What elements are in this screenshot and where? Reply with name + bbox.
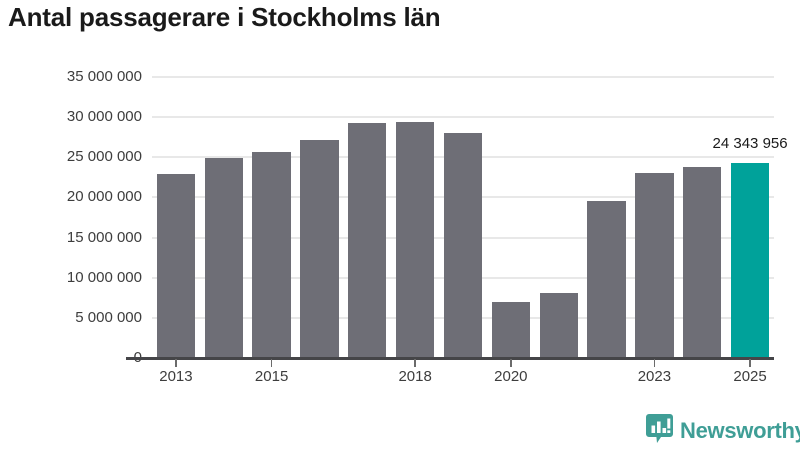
- axis-baseline: [126, 357, 774, 360]
- y-axis-tick-label: 5 000 000: [75, 308, 142, 326]
- gridline: [152, 76, 774, 78]
- page-title: Antal passagerare i Stockholms län: [8, 2, 441, 32]
- bar-2013[interactable]: [156, 174, 196, 358]
- bar-2019[interactable]: [443, 133, 483, 358]
- x-axis-tick-label: 2015: [254, 368, 289, 385]
- y-axis-tick-label: 20 000 000: [66, 188, 142, 206]
- newsworthy-bar-chart-bubble-icon: [646, 414, 673, 448]
- x-axis-tick-label: 2020: [494, 368, 528, 385]
- bar-2025[interactable]: [730, 162, 770, 358]
- x-axis-tick: [414, 359, 416, 367]
- bar-2022[interactable]: [587, 200, 626, 358]
- y-axis-tick-label: 15 000 000: [66, 228, 142, 246]
- bar-2021[interactable]: [539, 292, 578, 358]
- x-axis-tick-label: 2025: [733, 368, 767, 385]
- y-axis-tick-label: 10 000 000: [66, 268, 142, 286]
- newsworthy-logo-text: Newsworthy: [680, 418, 800, 443]
- x-axis-tick: [270, 359, 273, 367]
- bar-2024[interactable]: [683, 166, 722, 358]
- x-axis-tick-label: 2023: [637, 368, 672, 385]
- y-axis-tick-label: 35 000 000: [66, 68, 142, 85]
- y-axis-tick-label: 30 000 000: [66, 108, 142, 126]
- gridline: [152, 116, 774, 119]
- bar-2014[interactable]: [204, 158, 243, 358]
- x-axis-tick: [510, 359, 512, 367]
- bar-2017[interactable]: [348, 122, 387, 358]
- bar-2015[interactable]: [252, 152, 291, 358]
- x-axis-tick: [653, 359, 656, 367]
- y-axis-tick-label: 25 000 000: [66, 148, 142, 166]
- x-axis-tick-label: 2018: [398, 368, 432, 385]
- data-label-2025: 24 343 956: [712, 134, 788, 152]
- bar-2016[interactable]: [300, 139, 339, 358]
- x-axis-tick: [749, 359, 751, 367]
- bar-2023[interactable]: [635, 173, 674, 358]
- x-axis-tick-label: 2013: [159, 368, 193, 385]
- bar-2018[interactable]: [396, 121, 435, 358]
- bar-2020[interactable]: [491, 301, 530, 358]
- newsworthy-logo: Newsworthy: [646, 414, 800, 448]
- x-axis-tick: [175, 359, 177, 367]
